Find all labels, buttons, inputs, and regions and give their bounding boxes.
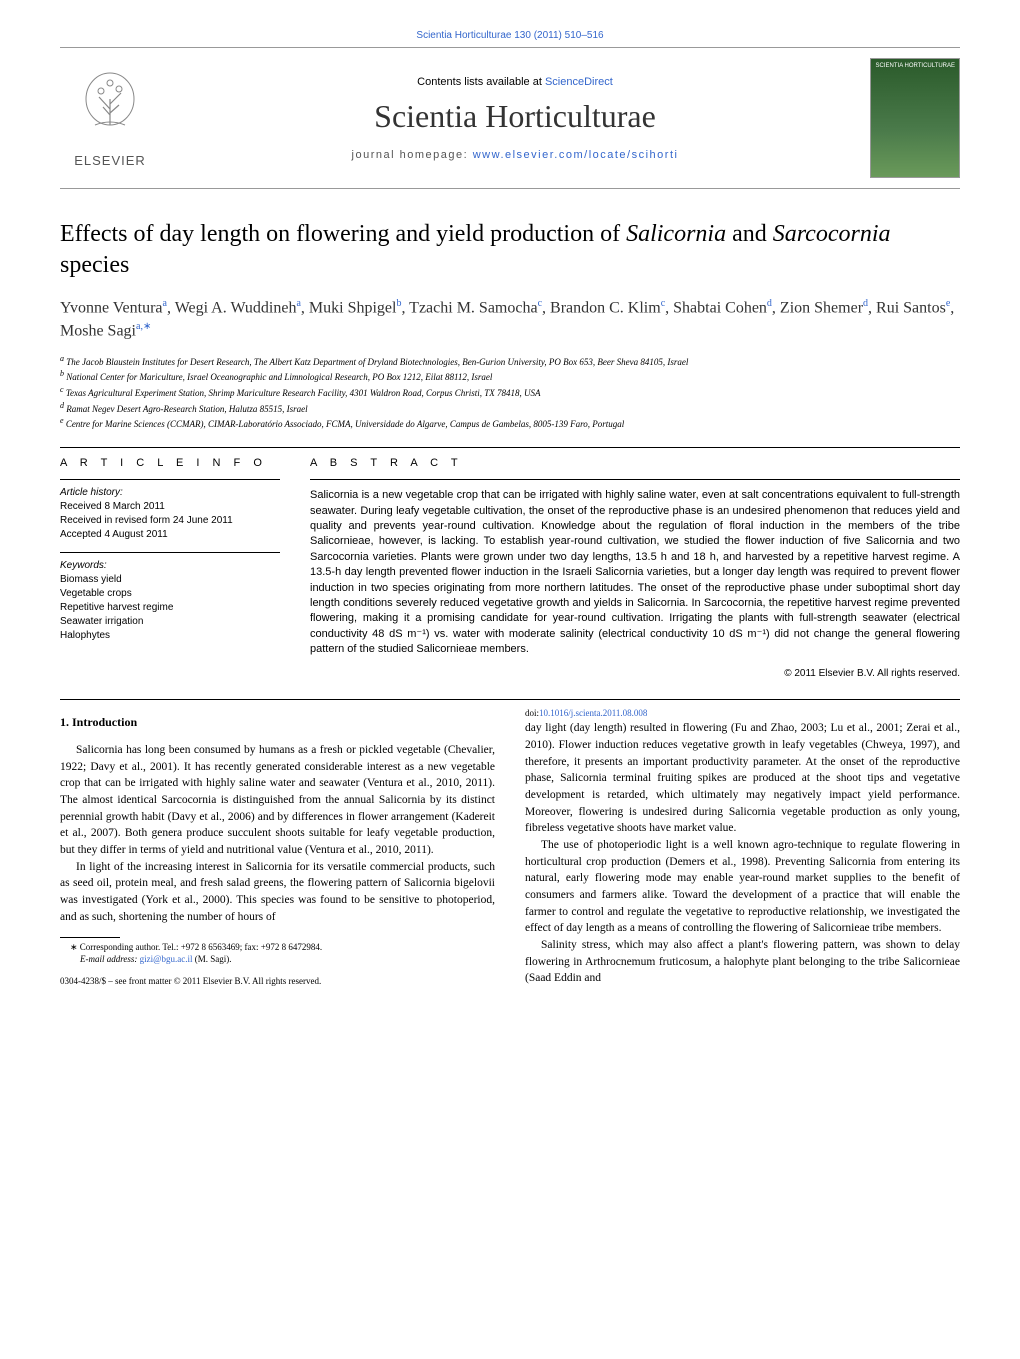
homepage-label: journal homepage:	[352, 149, 473, 161]
title-salicornia: Salicornia	[626, 221, 726, 247]
article-info: A R T I C L E I N F O Article history: R…	[60, 456, 280, 682]
article-title: Effects of day length on flowering and y…	[60, 219, 960, 281]
sciencedirect-link[interactable]: ScienceDirect	[545, 76, 613, 88]
divider-bottom	[60, 699, 960, 700]
homepage-url[interactable]: www.elsevier.com/locate/scihorti	[473, 149, 679, 161]
info-rule	[60, 479, 280, 480]
cover-label: SCIENTIA HORTICULTURAE	[876, 63, 955, 70]
footnote-email: E-mail address: gizi@bgu.ac.il (M. Sagi)…	[60, 954, 495, 966]
front-matter: 0304-4238/$ – see front matter © 2011 El…	[60, 976, 495, 988]
title-sarcocornia: Sarcocornia	[773, 221, 891, 247]
paragraph-4: The use of photoperiodic light is a well…	[525, 837, 960, 937]
authors: Yvonne Venturaa, Wegi A. Wuddineha, Muki…	[60, 297, 960, 342]
keywords-block: Keywords: Biomass yieldVegetable cropsRe…	[60, 559, 280, 643]
email-post: (M. Sagi).	[192, 954, 231, 964]
keywords-lines: Biomass yieldVegetable cropsRepetitive h…	[60, 573, 280, 643]
keywords-head: Keywords:	[60, 559, 280, 573]
history-lines: Received 8 March 2011Received in revised…	[60, 500, 280, 542]
title-pre: Effects of day length on flowering and y…	[60, 221, 626, 247]
doi-label: doi:	[525, 708, 539, 718]
doi-line: doi:10.1016/j.scienta.2011.08.008	[525, 708, 960, 720]
footnote-separator	[60, 937, 120, 938]
elsevier-tree-icon	[75, 69, 145, 149]
title-post: species	[60, 252, 129, 278]
copyright: © 2011 Elsevier B.V. All rights reserved…	[310, 667, 960, 681]
contents-line: Contents lists available at ScienceDirec…	[160, 76, 870, 88]
abstract-heading: A B S T R A C T	[310, 456, 960, 471]
info-abstract-row: A R T I C L E I N F O Article history: R…	[60, 456, 960, 682]
section-1-heading: 1. Introduction	[60, 714, 495, 731]
history-head: Article history:	[60, 486, 280, 500]
journal-cover: SCIENTIA HORTICULTURAE	[870, 58, 960, 178]
abstract-column: A B S T R A C T Salicornia is a new vege…	[310, 456, 960, 682]
title-mid: and	[726, 221, 773, 247]
header-center: Contents lists available at ScienceDirec…	[160, 76, 870, 161]
affiliations: a The Jacob Blaustein Institutes for Des…	[60, 353, 960, 431]
info-rule-2	[60, 552, 280, 553]
article-info-heading: A R T I C L E I N F O	[60, 456, 280, 471]
elsevier-label: ELSEVIER	[74, 153, 146, 168]
paragraph-2: In light of the increasing interest in S…	[60, 859, 495, 926]
paragraph-1: Salicornia has long been consumed by hum…	[60, 742, 495, 859]
email-link[interactable]: gizi@bgu.ac.il	[140, 954, 193, 964]
divider-top	[60, 447, 960, 448]
abstract-rule	[310, 479, 960, 480]
journal-name: Scientia Horticulturae	[160, 98, 870, 135]
contents-text: Contents lists available at	[417, 76, 545, 88]
elsevier-logo: ELSEVIER	[60, 58, 160, 178]
body-columns: 1. Introduction Salicornia has long been…	[60, 708, 960, 987]
doi-link[interactable]: 10.1016/j.scienta.2011.08.008	[539, 708, 647, 718]
email-label: E-mail address:	[80, 954, 140, 964]
top-citation: Scientia Horticulturae 130 (2011) 510–51…	[60, 30, 960, 41]
footnote-corresponding: ∗ Corresponding author. Tel.: +972 8 656…	[60, 942, 495, 954]
paragraph-5: Salinity stress, which may also affect a…	[525, 937, 960, 987]
paragraph-3: day light (day length) resulted in flowe…	[525, 720, 960, 837]
journal-header: ELSEVIER Contents lists available at Sci…	[60, 47, 960, 189]
homepage-line: journal homepage: www.elsevier.com/locat…	[160, 149, 870, 161]
abstract-text: Salicornia is a new vegetable crop that …	[310, 488, 960, 657]
